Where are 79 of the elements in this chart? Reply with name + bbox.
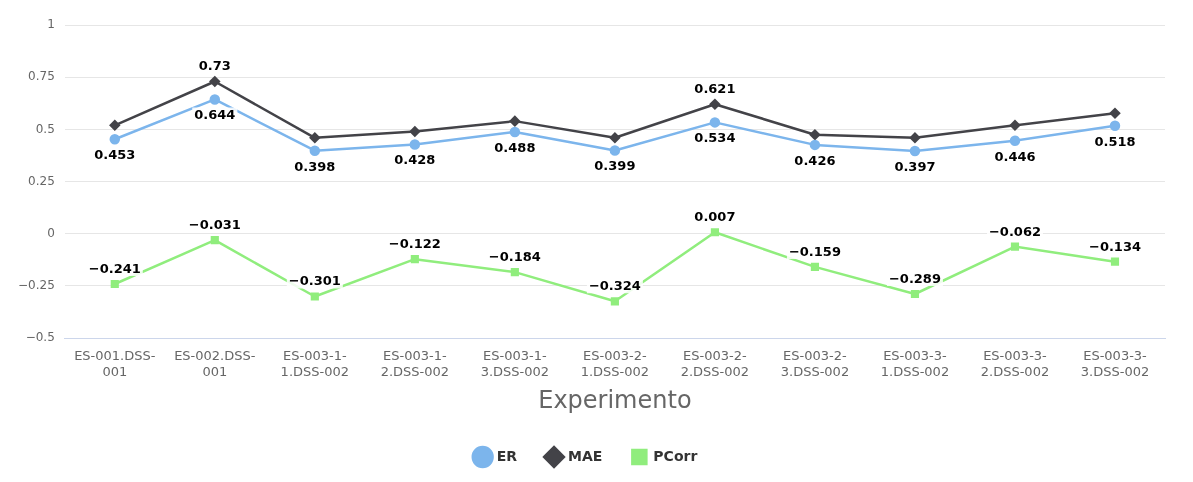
point bbox=[509, 126, 521, 138]
point bbox=[710, 228, 719, 237]
data-label: 0.534 bbox=[694, 130, 736, 146]
data-label: 0.488 bbox=[494, 139, 536, 155]
point bbox=[709, 98, 721, 110]
point bbox=[1110, 257, 1120, 266]
x-tick-label: ES-003-1-2.DSS-002 bbox=[380, 348, 450, 379]
x-tick-label: ES-003-3-3.DSS-002 bbox=[1080, 348, 1150, 379]
data-label: 0.621 bbox=[694, 81, 736, 97]
point bbox=[610, 297, 619, 306]
point bbox=[310, 292, 319, 301]
y-tick-label: 0.5 bbox=[35, 121, 55, 136]
data-label: −0.184 bbox=[488, 248, 541, 264]
x-axis-title: Experimento bbox=[538, 385, 692, 414]
point bbox=[909, 145, 921, 157]
point bbox=[1010, 242, 1020, 251]
point bbox=[209, 94, 221, 105]
point bbox=[1009, 135, 1021, 146]
point bbox=[110, 279, 119, 289]
data-label: 0.446 bbox=[994, 148, 1036, 164]
point bbox=[609, 145, 621, 156]
point bbox=[809, 139, 821, 151]
point bbox=[309, 132, 321, 144]
data-label: 0.73 bbox=[198, 58, 231, 74]
point bbox=[109, 134, 121, 145]
data-label: 0.399 bbox=[594, 158, 636, 174]
data-label: −0.134 bbox=[1088, 238, 1141, 254]
x-tick-label: ES-003-3-1.DSS-002 bbox=[880, 348, 950, 379]
y-tick-label: −0.25 bbox=[17, 277, 55, 292]
point bbox=[709, 117, 721, 128]
point bbox=[810, 262, 820, 271]
x-tick-label: ES-002.DSS-001 bbox=[174, 348, 256, 379]
legend-label: ER bbox=[496, 447, 518, 464]
data-label: 0.644 bbox=[194, 107, 236, 123]
point bbox=[809, 129, 821, 140]
point bbox=[409, 126, 421, 137]
point bbox=[210, 236, 219, 245]
data-label: −0.159 bbox=[788, 243, 841, 259]
data-label: −0.289 bbox=[888, 270, 941, 286]
y-tick-label: 0.75 bbox=[28, 69, 55, 84]
point bbox=[909, 132, 921, 144]
point bbox=[410, 255, 419, 264]
legend-label: PCorr bbox=[653, 447, 698, 464]
data-label: −0.031 bbox=[188, 217, 241, 233]
data-label: 0.397 bbox=[894, 158, 936, 174]
data-label: −0.324 bbox=[588, 278, 641, 294]
point bbox=[1109, 107, 1121, 119]
data-label: −0.241 bbox=[88, 260, 141, 276]
legend-label: MAE bbox=[568, 447, 603, 464]
point bbox=[409, 139, 421, 150]
x-tick-label: ES-003-1-3.DSS-002 bbox=[480, 348, 550, 379]
x-tick-label: ES-003-2-3.DSS-002 bbox=[780, 348, 850, 379]
y-tick-label: 0 bbox=[47, 225, 55, 240]
y-tick-label: −0.5 bbox=[25, 330, 55, 345]
y-tick-label: 1 bbox=[47, 17, 55, 32]
data-label: 0.453 bbox=[94, 147, 136, 163]
point bbox=[509, 115, 521, 127]
x-tick-label: ES-003-1-1.DSS-002 bbox=[280, 348, 350, 379]
y-tick-label: 0.25 bbox=[28, 173, 55, 188]
point bbox=[1109, 120, 1121, 131]
point bbox=[109, 120, 121, 131]
data-label: −0.122 bbox=[388, 236, 441, 252]
point bbox=[609, 132, 621, 144]
data-label: 0.428 bbox=[394, 152, 436, 168]
data-label: 0.426 bbox=[794, 152, 836, 168]
data-label: 0.398 bbox=[294, 158, 336, 174]
point bbox=[309, 145, 321, 156]
x-tick-label: ES-003-2-1.DSS-002 bbox=[580, 348, 650, 379]
x-tick-label: ES-003-2-2.DSS-002 bbox=[680, 348, 750, 379]
point bbox=[510, 268, 519, 277]
x-tick-label: ES-003-3-2.DSS-002 bbox=[980, 348, 1050, 379]
data-label: −0.062 bbox=[988, 223, 1041, 239]
point bbox=[1009, 120, 1021, 131]
data-label: 0.518 bbox=[1094, 133, 1136, 149]
x-tick-label: ES-001.DSS-001 bbox=[74, 348, 156, 379]
point bbox=[910, 289, 920, 299]
data-label: 0.007 bbox=[694, 209, 736, 225]
point bbox=[209, 76, 221, 87]
data-label: −0.301 bbox=[288, 273, 341, 289]
